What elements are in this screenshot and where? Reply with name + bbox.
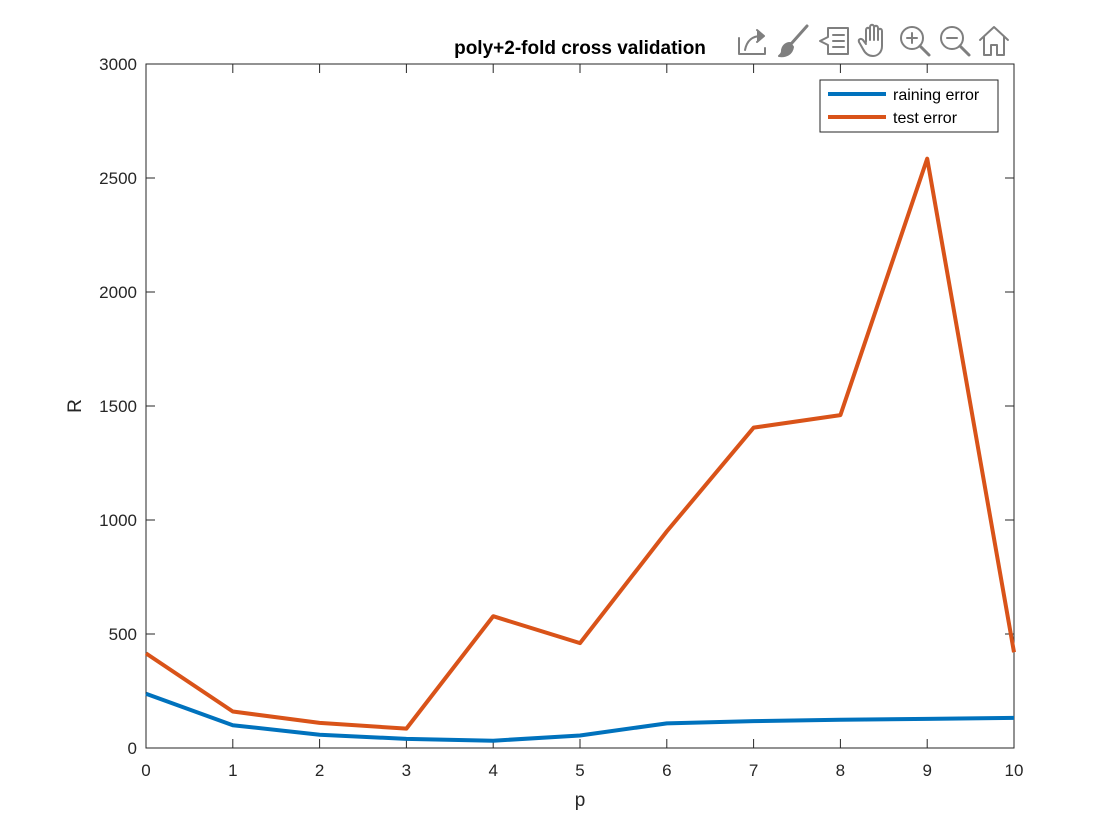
y-tick-label: 2000 [99,283,137,302]
data-point-training [143,691,149,697]
data-point-training [924,716,930,722]
y-tick-label: 1000 [99,511,137,530]
data-point-training [317,732,323,738]
x-tick-label: 4 [488,761,497,780]
axes-toolbar [735,22,1012,58]
home-icon[interactable] [976,22,1012,58]
data-point-test [1011,649,1017,655]
x-tick-label: 9 [922,761,931,780]
y-axis-label: R [65,399,86,413]
data-point-test [317,720,323,726]
y-axis-ticks: 0 500 1000 1500 2000 2500 3000 [99,55,1014,758]
legend-box [819,79,999,133]
x-tick-label: 6 [662,761,671,780]
y-tick-label: 0 [128,739,137,758]
data-point-test [230,709,236,715]
x-tick-label: 3 [402,761,411,780]
legend-label-test: test error [893,110,958,127]
zoom-out-icon[interactable] [936,22,972,58]
x-tick-label: 8 [836,761,845,780]
data-point-test [490,613,496,619]
x-tick-label: 2 [315,761,324,780]
y-tick-label: 2500 [99,169,137,188]
data-point-training [837,717,843,723]
series-layer [143,156,1017,744]
series-line-test-error [144,156,1016,731]
data-tips-icon[interactable] [816,22,852,58]
series-line-training-error [145,691,1015,743]
zoom-in-icon[interactable] [896,22,932,58]
data-point-training [490,738,496,744]
data-point-test [664,528,670,534]
data-point-training [751,718,757,724]
legend[interactable]: raining error test error [819,79,999,133]
x-axis-label: p [575,790,586,811]
plot-area [145,63,1015,749]
data-point-test [403,726,409,732]
data-point-training [1011,715,1017,721]
pan-hand-icon[interactable] [856,22,892,58]
data-point-test [751,425,757,431]
y-tick-label: 1500 [99,397,137,416]
data-point-test [577,640,583,646]
x-tick-label: 7 [749,761,758,780]
x-tick-label: 10 [1005,761,1024,780]
data-point-test [924,156,930,162]
y-tick-label: 3000 [99,55,137,74]
export-icon[interactable] [735,22,771,58]
y-tick-label: 500 [109,625,137,644]
x-tick-label: 1 [228,761,237,780]
x-axis-ticks: 0 1 2 3 4 5 6 7 8 9 10 [141,64,1023,780]
x-tick-label: 5 [575,761,584,780]
data-point-training [403,736,409,742]
data-point-test [143,650,149,656]
x-tick-label: 0 [141,761,150,780]
data-point-training [577,732,583,738]
legend-label-training: raining error [893,87,980,104]
data-point-test [837,412,843,418]
data-point-training [664,720,670,726]
brush-icon[interactable] [775,22,811,58]
chart-title: poly+2-fold cross validation [454,38,706,59]
data-point-training [230,722,236,728]
